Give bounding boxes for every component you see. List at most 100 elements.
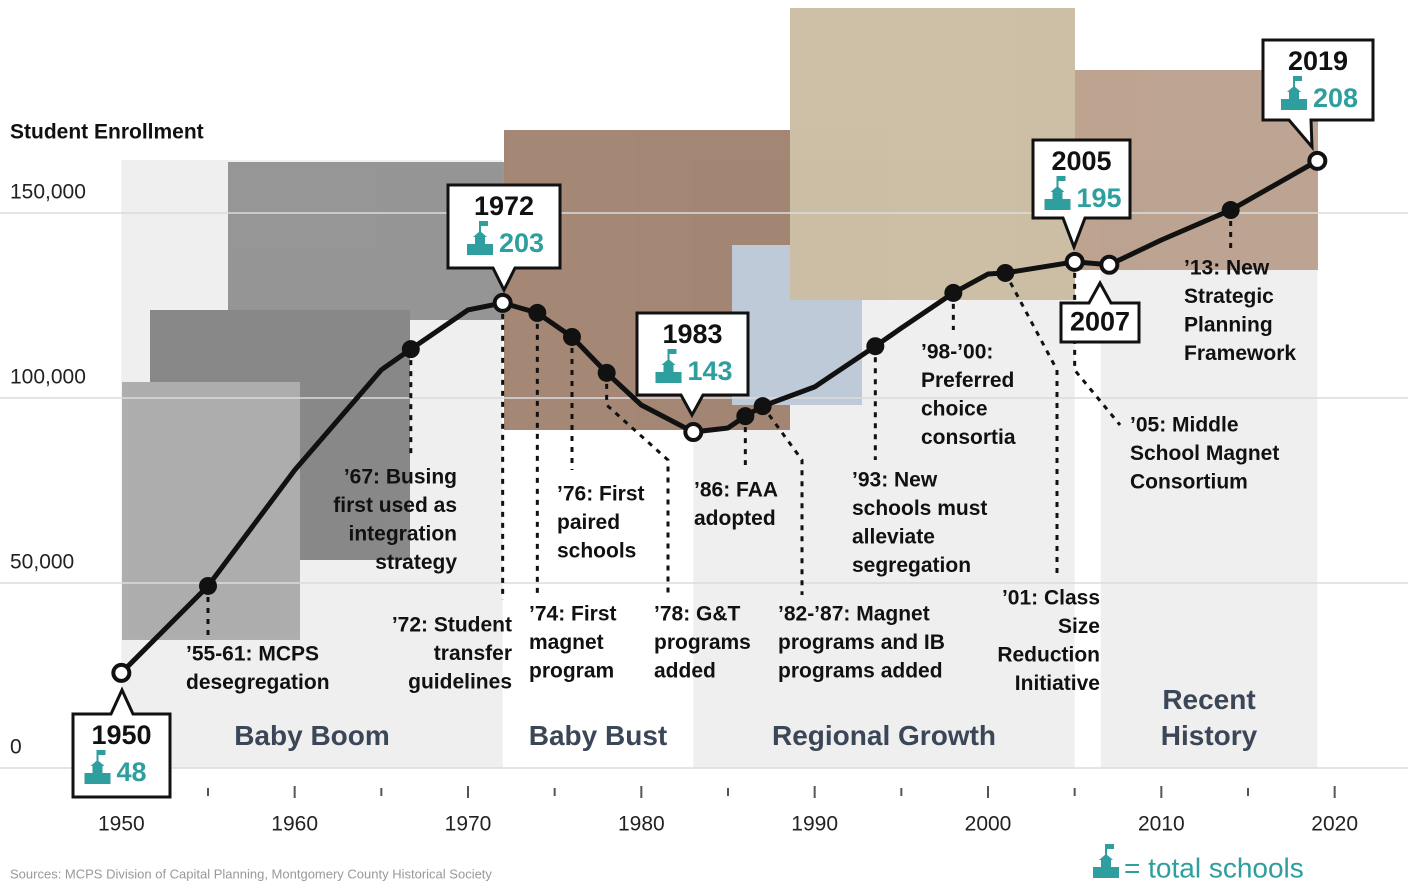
x-tick-label: 2020 [1311, 813, 1358, 836]
callout-year: 2019 [1288, 46, 1348, 76]
annotation: program [529, 660, 614, 683]
annotation: ’76: First [557, 483, 645, 506]
icon-part [481, 221, 488, 226]
annotation: desegregation [186, 671, 330, 694]
marker [996, 264, 1014, 282]
icon-part [664, 364, 674, 383]
x-tick-label: 1960 [271, 813, 318, 836]
icon-part [97, 750, 99, 761]
y-tick-label: 0 [10, 736, 22, 759]
annotation: Reduction [997, 644, 1100, 667]
icon-part [670, 349, 677, 354]
marker [528, 304, 546, 322]
open-marker [113, 665, 129, 681]
annotation: first used as [333, 494, 457, 517]
legend: = total schools [1093, 844, 1304, 883]
annotation: choice [921, 398, 988, 421]
annotation: ’82-’87: Magnet [778, 603, 930, 626]
annotation: schools must [852, 497, 987, 520]
annotation: programs and IB [778, 631, 945, 654]
icon-part [1107, 844, 1114, 849]
x-tick-label: 1950 [98, 813, 145, 836]
annotation: School Magnet [1130, 442, 1279, 465]
icon-part [1105, 844, 1107, 855]
annotation: schools [557, 540, 636, 563]
annotation: Initiative [1015, 672, 1100, 695]
y-tick-label: 150,000 [10, 181, 86, 204]
y-tick-label: 50,000 [10, 551, 74, 574]
icon-part [99, 750, 106, 755]
marker [598, 364, 616, 382]
annotation: Planning [1184, 314, 1273, 337]
annotation: integration [349, 523, 458, 546]
annotation: ’05: Middle [1130, 414, 1239, 437]
annotation: transfer [434, 642, 512, 665]
marker [866, 337, 884, 355]
open-marker [495, 295, 511, 311]
x-tick-label: 2000 [965, 813, 1012, 836]
era-label: Baby Boom [162, 718, 462, 754]
callout-year: 2005 [1051, 146, 1111, 176]
callout-year: 1983 [662, 319, 722, 349]
annotation: Preferred [921, 369, 1014, 392]
open-marker [1067, 254, 1083, 270]
annotation: programs added [778, 660, 943, 683]
annotation: magnet [529, 631, 604, 654]
school-icon [1093, 844, 1119, 878]
annotation: ’67: Busing [344, 466, 457, 489]
icon-part [479, 221, 481, 232]
open-marker [685, 424, 701, 440]
annotation: Size [1058, 615, 1100, 638]
school-count: 203 [499, 228, 544, 258]
source: Sources: MCPS Division of Capital Planni… [10, 866, 492, 881]
icon-part [1057, 176, 1059, 187]
school-count: 143 [688, 356, 733, 386]
annotation: ’72: Student [392, 614, 512, 637]
icon-part [1053, 191, 1063, 210]
y-axis-title: Student Enrollment [10, 121, 204, 144]
annotation: paired [557, 511, 620, 534]
annotation: ’13: New [1184, 257, 1270, 280]
icon-part [1101, 859, 1111, 878]
annotation: added [654, 660, 716, 683]
icon-part [93, 765, 103, 784]
x-tick-label: 1970 [445, 813, 492, 836]
open-marker [1309, 153, 1325, 169]
x-tick-label: 2010 [1138, 813, 1185, 836]
annotation: alleviate [852, 526, 935, 549]
annotation: ’74: First [529, 603, 617, 626]
icon-part [1059, 176, 1066, 181]
annotation: guidelines [408, 671, 512, 694]
era-label: Baby Bust [498, 718, 698, 754]
marker [563, 328, 581, 346]
annotation: Consortium [1130, 471, 1248, 494]
annotation: segregation [852, 554, 971, 577]
open-marker [1101, 257, 1117, 273]
annotation: ’93: New [852, 469, 938, 492]
icon-part [475, 236, 485, 255]
annotation: Framework [1184, 342, 1296, 365]
school-count: 195 [1077, 183, 1122, 213]
marker [402, 340, 420, 358]
photo [122, 382, 300, 640]
annotation: adopted [694, 507, 776, 530]
annotation: ’98-’00: [921, 341, 993, 364]
icon-part [1293, 76, 1295, 87]
annotation: Strategic [1184, 285, 1274, 308]
era-label: Recent History [1134, 682, 1284, 754]
era-label: Regional Growth [694, 718, 1074, 754]
marker [944, 284, 962, 302]
y-tick-label: 100,000 [10, 366, 86, 389]
marker [1222, 201, 1240, 219]
icon-part [1295, 76, 1302, 81]
marker [199, 577, 217, 595]
school-count: 48 [117, 757, 147, 787]
school-count: 208 [1313, 83, 1358, 113]
annotation: strategy [375, 551, 457, 574]
icon-part [668, 349, 670, 360]
x-tick-label: 1990 [791, 813, 838, 836]
annotation: ’01: Class [1002, 587, 1100, 610]
annotation: ’86: FAA [694, 479, 778, 502]
annotation: programs [654, 631, 751, 654]
callout-year: 2007 [1070, 307, 1130, 337]
